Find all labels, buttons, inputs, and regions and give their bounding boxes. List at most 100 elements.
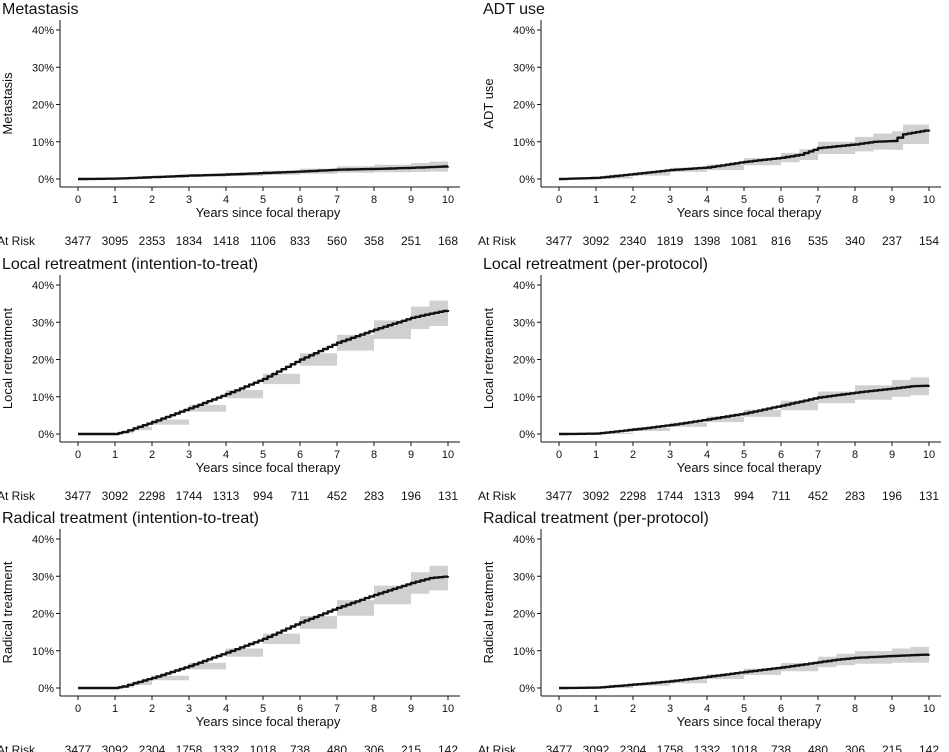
at-risk-count: 2298 <box>620 489 647 503</box>
y-tick-label: 40% <box>32 25 54 37</box>
x-axis-label: Years since focal therapy <box>677 205 822 220</box>
at-risk-count: 3477 <box>546 489 573 503</box>
x-tick-label: 0 <box>556 449 562 461</box>
y-tick-label: 30% <box>32 62 54 74</box>
panel-title: Radical treatment (per-protocol) <box>483 510 709 527</box>
y-axis-label: Metastasis <box>0 72 15 135</box>
y-axis-label: Radical treatment <box>0 561 15 663</box>
x-tick-label: 0 <box>75 703 81 715</box>
at-risk-count: 1332 <box>694 743 721 752</box>
y-tick-label: 30% <box>513 62 535 74</box>
y-tick-label: 10% <box>513 137 535 149</box>
at-risk-count: 1744 <box>176 489 203 503</box>
at-risk-count: 154 <box>919 234 939 248</box>
x-tick-label: 4 <box>223 449 229 461</box>
x-tick-label: 3 <box>186 194 192 206</box>
at-risk-count: 816 <box>771 234 791 248</box>
panel-title: Radical treatment (intention-to-treat) <box>2 510 259 527</box>
confidence-band <box>78 562 448 688</box>
confidence-band <box>559 119 929 179</box>
at-risk-count: 1834 <box>176 234 203 248</box>
x-tick-label: 7 <box>815 449 821 461</box>
x-tick-label: 7 <box>334 449 340 461</box>
y-tick-label: 30% <box>32 317 54 329</box>
x-tick-label: 9 <box>889 449 895 461</box>
at-risk-count: 3477 <box>546 234 573 248</box>
at-risk-count: 358 <box>364 234 384 248</box>
at-risk-label: At Risk <box>478 234 517 248</box>
at-risk-count: 2304 <box>620 743 647 752</box>
at-risk-count: 3477 <box>546 743 573 752</box>
at-risk-label: At Risk <box>478 743 517 752</box>
at-risk-count: 3095 <box>102 234 129 248</box>
x-tick-label: 4 <box>704 703 710 715</box>
at-risk-count: 738 <box>771 743 791 752</box>
x-tick-label: 9 <box>889 703 895 715</box>
y-tick-label: 0% <box>519 429 535 441</box>
at-risk-count: 3092 <box>102 743 129 752</box>
at-risk-count: 1398 <box>694 234 721 248</box>
x-tick-label: 10 <box>923 449 935 461</box>
at-risk-count: 1418 <box>213 234 240 248</box>
x-tick-label: 6 <box>297 449 303 461</box>
at-risk-count: 142 <box>438 743 458 752</box>
at-risk-count: 452 <box>327 489 347 503</box>
y-tick-label: 0% <box>519 683 535 695</box>
y-tick-label: 40% <box>513 25 535 37</box>
x-tick-label: 9 <box>408 194 414 206</box>
x-tick-label: 1 <box>112 449 118 461</box>
y-tick-label: 10% <box>32 646 54 658</box>
at-risk-count: 131 <box>919 489 939 503</box>
x-tick-label: 1 <box>593 194 599 206</box>
y-tick-label: 40% <box>513 534 535 546</box>
x-tick-label: 6 <box>297 703 303 715</box>
at-risk-count: 1758 <box>657 743 684 752</box>
confidence-band <box>559 645 929 688</box>
x-tick-label: 8 <box>852 449 858 461</box>
x-tick-label: 2 <box>630 194 636 206</box>
at-risk-count: 452 <box>808 489 828 503</box>
at-risk-count: 1106 <box>250 234 276 248</box>
y-tick-label: 0% <box>38 429 54 441</box>
at-risk-count: 215 <box>882 743 902 752</box>
y-tick-label: 40% <box>32 534 54 546</box>
x-tick-label: 10 <box>442 194 454 206</box>
at-risk-count: 1018 <box>731 743 758 752</box>
x-tick-label: 6 <box>297 194 303 206</box>
y-tick-label: 20% <box>513 100 535 112</box>
at-risk-count: 2340 <box>620 234 647 248</box>
x-tick-label: 9 <box>889 194 895 206</box>
y-tick-label: 20% <box>513 609 535 621</box>
y-tick-label: 20% <box>32 355 54 367</box>
x-tick-label: 5 <box>741 449 747 461</box>
x-tick-label: 7 <box>334 703 340 715</box>
x-tick-label: 3 <box>667 703 673 715</box>
x-tick-label: 5 <box>260 449 266 461</box>
x-tick-label: 0 <box>75 449 81 461</box>
x-tick-label: 8 <box>852 194 858 206</box>
at-risk-count: 480 <box>808 743 828 752</box>
y-tick-label: 10% <box>32 137 54 149</box>
at-risk-count: 142 <box>919 743 939 752</box>
y-tick-label: 20% <box>32 100 54 112</box>
at-risk-count: 833 <box>290 234 310 248</box>
series-line <box>78 575 450 690</box>
at-risk-label: At Risk <box>478 489 517 503</box>
y-tick-label: 0% <box>38 683 54 695</box>
y-axis-label: Radical treatment <box>481 561 496 663</box>
x-axis-label: Years since focal therapy <box>196 205 341 220</box>
x-axis-label: Years since focal therapy <box>677 460 822 475</box>
at-risk-count: 2304 <box>139 743 166 752</box>
y-axis-label: Local retreatment <box>0 308 15 410</box>
at-risk-count: 215 <box>401 743 421 752</box>
y-axis-label: ADT use <box>481 78 496 128</box>
at-risk-count: 196 <box>882 489 902 503</box>
confidence-band <box>559 375 929 434</box>
at-risk-count: 3477 <box>65 489 92 503</box>
x-axis-label: Years since focal therapy <box>677 714 822 729</box>
x-tick-label: 2 <box>149 194 155 206</box>
y-tick-label: 40% <box>32 280 54 292</box>
at-risk-count: 3477 <box>65 743 92 752</box>
x-tick-label: 2 <box>149 703 155 715</box>
